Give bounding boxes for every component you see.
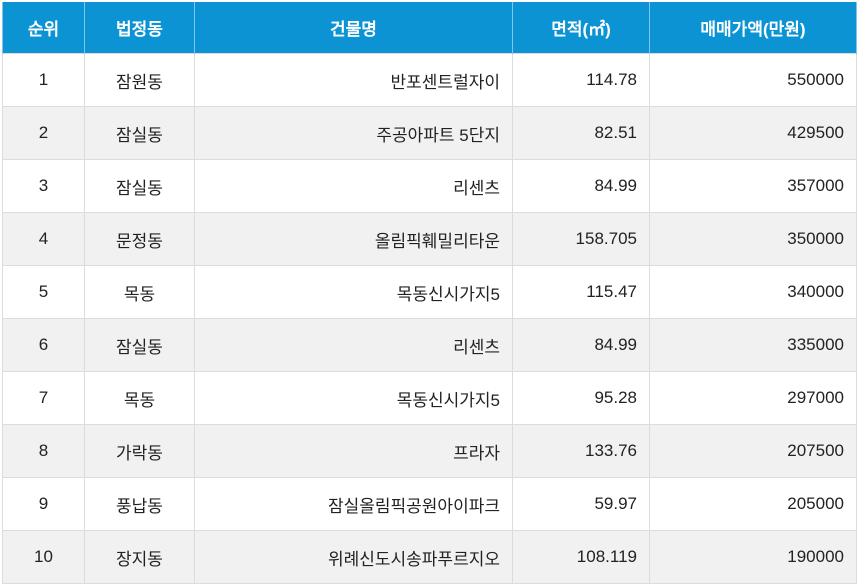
building-cell: 주공아파트 5단지 — [194, 106, 513, 160]
dong-cell: 목동 — [84, 265, 195, 319]
rank-cell: 1 — [2, 53, 85, 107]
rank-cell: 2 — [2, 106, 85, 160]
area-cell: 115.47 — [512, 265, 650, 319]
table-row: 10 장지동 위례신도시송파푸르지오 108.119 190000 — [2, 530, 857, 584]
rank-cell: 10 — [2, 530, 85, 584]
table-row: 6 잠실동 리센츠 84.99 335000 — [2, 318, 857, 372]
price-cell: 207500 — [649, 424, 857, 478]
table-row: 1 잠원동 반포센트럴자이 114.78 550000 — [2, 53, 857, 107]
dong-cell: 잠원동 — [84, 53, 195, 107]
dong-cell: 문정동 — [84, 212, 195, 266]
building-cell: 잠실올림픽공원아이파크 — [194, 477, 513, 531]
header-price: 매매가액(만원) — [649, 2, 857, 54]
price-cell: 190000 — [649, 530, 857, 584]
building-cell: 리센츠 — [194, 318, 513, 372]
table-row: 9 풍납동 잠실올림픽공원아이파크 59.97 205000 — [2, 477, 857, 531]
area-cell: 108.119 — [512, 530, 650, 584]
table-header: 순위 법정동 건물명 면적(㎡) 매매가액(만원) — [2, 2, 857, 54]
rank-cell: 8 — [2, 424, 85, 478]
building-cell: 프라자 — [194, 424, 513, 478]
dong-cell: 가락동 — [84, 424, 195, 478]
table-row: 2 잠실동 주공아파트 5단지 82.51 429500 — [2, 106, 857, 160]
rank-cell: 9 — [2, 477, 85, 531]
area-cell: 114.78 — [512, 53, 650, 107]
price-cell: 550000 — [649, 53, 857, 107]
building-cell: 올림픽훼밀리타운 — [194, 212, 513, 266]
header-building: 건물명 — [194, 2, 513, 54]
price-cell: 340000 — [649, 265, 857, 319]
price-cell: 335000 — [649, 318, 857, 372]
building-cell: 목동신시가지5 — [194, 265, 513, 319]
table-row: 3 잠실동 리센츠 84.99 357000 — [2, 159, 857, 213]
area-cell: 84.99 — [512, 159, 650, 213]
dong-cell: 장지동 — [84, 530, 195, 584]
area-cell: 59.97 — [512, 477, 650, 531]
table-row: 7 목동 목동신시가지5 95.28 297000 — [2, 371, 857, 425]
header-rank: 순위 — [2, 2, 85, 54]
area-cell: 158.705 — [512, 212, 650, 266]
rank-cell: 5 — [2, 265, 85, 319]
area-cell: 95.28 — [512, 371, 650, 425]
dong-cell: 풍납동 — [84, 477, 195, 531]
price-cell: 205000 — [649, 477, 857, 531]
price-cell: 350000 — [649, 212, 857, 266]
area-cell: 82.51 — [512, 106, 650, 160]
rank-cell: 4 — [2, 212, 85, 266]
building-cell: 위례신도시송파푸르지오 — [194, 530, 513, 584]
table-row: 4 문정동 올림픽훼밀리타운 158.705 350000 — [2, 212, 857, 266]
area-cell: 84.99 — [512, 318, 650, 372]
header-area: 면적(㎡) — [512, 2, 650, 54]
area-cell: 133.76 — [512, 424, 650, 478]
dong-cell: 잠실동 — [84, 106, 195, 160]
table-row: 5 목동 목동신시가지5 115.47 340000 — [2, 265, 857, 319]
building-cell: 반포센트럴자이 — [194, 53, 513, 107]
rank-cell: 3 — [2, 159, 85, 213]
rank-cell: 7 — [2, 371, 85, 425]
table-body: 1 잠원동 반포센트럴자이 114.78 550000 2 잠실동 주공아파트 … — [2, 53, 857, 584]
rank-cell: 6 — [2, 318, 85, 372]
table-row: 8 가락동 프라자 133.76 207500 — [2, 424, 857, 478]
price-cell: 297000 — [649, 371, 857, 425]
price-cell: 357000 — [649, 159, 857, 213]
dong-cell: 잠실동 — [84, 318, 195, 372]
header-dong: 법정동 — [84, 2, 195, 54]
dong-cell: 잠실동 — [84, 159, 195, 213]
price-cell: 429500 — [649, 106, 857, 160]
building-cell: 목동신시가지5 — [194, 371, 513, 425]
header-row: 순위 법정동 건물명 면적(㎡) 매매가액(만원) — [2, 2, 857, 54]
dong-cell: 목동 — [84, 371, 195, 425]
building-cell: 리센츠 — [194, 159, 513, 213]
